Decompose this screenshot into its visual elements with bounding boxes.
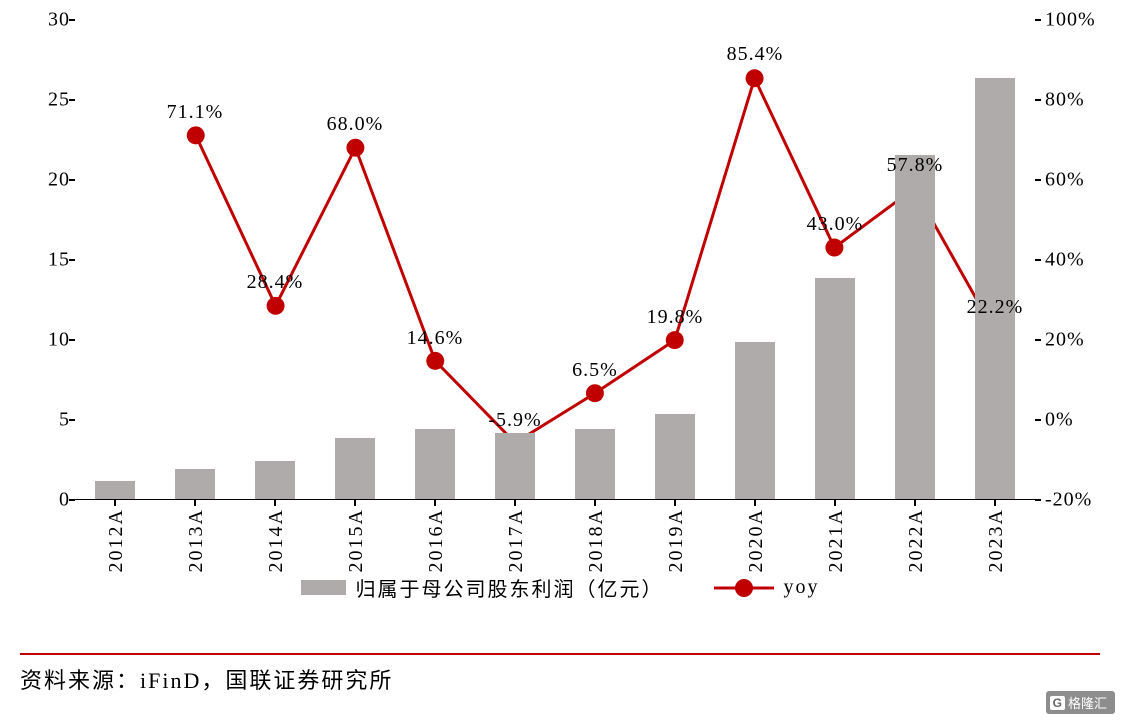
legend-item-line: yoy [714, 576, 820, 599]
y-right-tick-label: -20% [1045, 489, 1115, 512]
x-tick [434, 500, 436, 506]
line-marker [746, 69, 764, 87]
y-left-tick-label: 20 [25, 169, 70, 192]
bar [735, 342, 775, 499]
legend: 归属于母公司股东利润（亿元） yoy [20, 573, 1100, 602]
bar [975, 78, 1015, 499]
line-marker [825, 239, 843, 257]
bar [895, 155, 935, 499]
plot-area: 71.1% 28.4% 68.0% 14.6% -5.9% 6.5% 19.8% 85.4% 4… [75, 20, 1035, 500]
x-tick [754, 500, 756, 506]
line-data-label: 57.8% [887, 154, 944, 177]
x-tick [114, 500, 116, 506]
x-tick [834, 500, 836, 506]
y-left-tick-label: 10 [25, 329, 70, 352]
x-tick-label: 2016A [425, 508, 448, 572]
bar [95, 481, 135, 499]
x-tick [194, 500, 196, 506]
line-data-label: -5.9% [488, 409, 541, 432]
y-left-tick-label: 15 [25, 249, 70, 272]
y-left-tick-label: 25 [25, 89, 70, 112]
x-tick-label: 2021A [825, 508, 848, 572]
legend-line-swatch [714, 578, 774, 598]
x-tick-label: 2019A [665, 508, 688, 572]
x-tick-label: 2013A [185, 508, 208, 572]
x-tick [994, 500, 996, 506]
legend-line-label: yoy [784, 576, 820, 599]
watermark-icon: G [1050, 696, 1065, 710]
y-right-tick [1035, 499, 1041, 501]
y-right-tick-label: 40% [1045, 249, 1115, 272]
x-tick [594, 500, 596, 506]
line-marker [586, 384, 604, 402]
y-right-tick-label: 60% [1045, 169, 1115, 192]
source-text: 资料来源：iFinD，国联证券研究所 [20, 668, 393, 693]
line-data-label: 6.5% [572, 359, 618, 382]
legend-item-bar: 归属于母公司股东利润（亿元） [301, 573, 664, 602]
x-tick-label: 2012A [105, 508, 128, 572]
y-left-tick-label: 5 [25, 409, 70, 432]
chart-container: 71.1% 28.4% 68.0% 14.6% -5.9% 6.5% 19.8% 85.4% 4… [20, 10, 1100, 610]
line-data-label: 68.0% [327, 113, 384, 136]
x-tick [674, 500, 676, 506]
legend-bar-label: 归属于母公司股东利润（亿元） [356, 573, 664, 602]
bar [815, 278, 855, 499]
y-right-tick-label: 20% [1045, 329, 1115, 352]
y-right-tick-label: 80% [1045, 89, 1115, 112]
y-right-tick-label: 0% [1045, 409, 1115, 432]
x-tick [274, 500, 276, 506]
x-tick [914, 500, 916, 506]
bar [575, 429, 615, 499]
y-right-tick [1035, 19, 1041, 21]
bar [255, 461, 295, 499]
line-marker [426, 352, 444, 370]
watermark: G 格隆汇 [1046, 691, 1115, 714]
y-right-tick [1035, 419, 1041, 421]
x-tick [354, 500, 356, 506]
y-right-tick [1035, 339, 1041, 341]
line-data-label: 19.8% [647, 306, 704, 329]
y-right-tick [1035, 259, 1041, 261]
y-right-tick [1035, 179, 1041, 181]
bar [335, 438, 375, 499]
x-tick [514, 500, 516, 506]
y-left-tick-label: 0 [25, 489, 70, 512]
bar [495, 433, 535, 499]
x-tick-label: 2020A [745, 508, 768, 572]
line-marker [267, 297, 285, 315]
line-data-label: 14.6% [407, 327, 464, 350]
line-data-label: 71.1% [167, 101, 224, 124]
bar [175, 469, 215, 499]
line-marker [346, 139, 364, 157]
x-tick-label: 2017A [505, 508, 528, 572]
line-data-label: 85.4% [727, 43, 784, 66]
watermark-text: 格隆汇 [1068, 693, 1107, 712]
legend-bar-swatch [301, 580, 346, 595]
x-tick-label: 2018A [585, 508, 608, 572]
bar [415, 429, 455, 499]
x-tick-label: 2022A [905, 508, 928, 572]
y-left-tick-label: 30 [25, 9, 70, 32]
y-right-tick-label: 100% [1045, 9, 1115, 32]
x-tick-label: 2014A [265, 508, 288, 572]
x-tick-label: 2015A [345, 508, 368, 572]
line-marker [666, 331, 684, 349]
x-tick-label: 2023A [985, 508, 1008, 572]
line-marker [187, 126, 205, 144]
bar [655, 414, 695, 499]
y-right-tick [1035, 99, 1041, 101]
line-series [75, 20, 1035, 499]
line-data-label: 28.4% [247, 271, 304, 294]
line-data-label: 43.0% [807, 213, 864, 236]
source-footer: 资料来源：iFinD，国联证券研究所 [20, 653, 1100, 695]
line-data-label: 22.2% [967, 296, 1024, 319]
